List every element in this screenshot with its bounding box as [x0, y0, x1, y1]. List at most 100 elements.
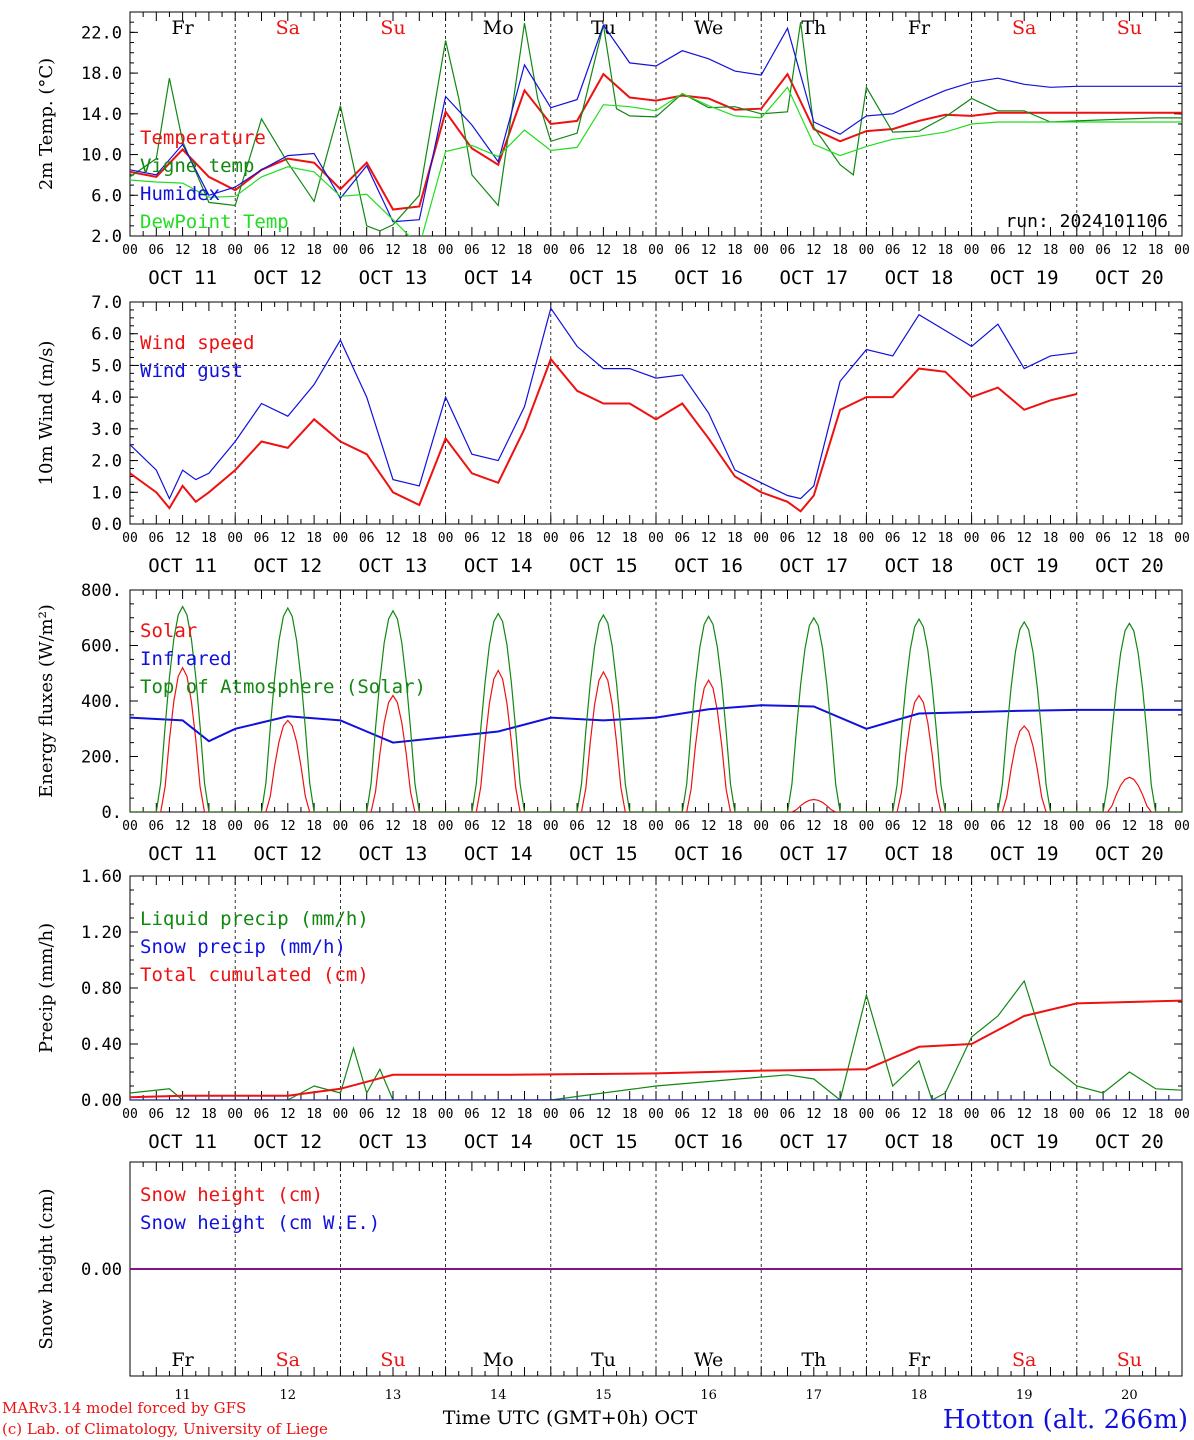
y-tick-label: 14.0 [81, 105, 122, 125]
hour-label: 06 [674, 819, 690, 834]
hour-label: 18 [832, 819, 848, 834]
hour-label: 12 [806, 531, 822, 546]
hour-label: 06 [359, 531, 375, 546]
hour-label: 18 [201, 243, 217, 258]
hour-label: 18 [1043, 1107, 1059, 1122]
y-tick-label: 0.40 [81, 1035, 122, 1055]
hour-label: 06 [674, 531, 690, 546]
hour-label: 00 [753, 243, 769, 258]
hour-label: 18 [937, 819, 953, 834]
hour-label: 12 [385, 531, 401, 546]
hour-label: 18 [832, 531, 848, 546]
hour-label: 06 [885, 1107, 901, 1122]
hour-label: 06 [780, 1107, 796, 1122]
hour-label: 00 [333, 531, 349, 546]
time-axis-month: OCT [654, 1407, 697, 1429]
y-tick-label: 0.00 [81, 1091, 122, 1111]
hour-label: 06 [254, 819, 270, 834]
panel-frame [129, 11, 1183, 237]
location-label: Hotton (alt. 266m) [943, 1405, 1188, 1435]
hour-label: 06 [464, 1107, 480, 1122]
hour-label: 06 [254, 243, 270, 258]
day-number-label: 12 [280, 1388, 297, 1403]
hour-label: 06 [990, 531, 1006, 546]
day-number-label: 15 [595, 1388, 612, 1403]
weekday-label: Su [380, 17, 405, 39]
hour-label: 18 [727, 531, 743, 546]
legend-entry: DewPoint Temp [140, 211, 289, 233]
hour-label: 12 [596, 1107, 612, 1122]
y-tick-label: 5.0 [91, 356, 122, 376]
hour-label: 06 [464, 819, 480, 834]
time-axis-xlabel: Time UTC (GMT+0h) [443, 1407, 649, 1429]
y-tick-label: 2.0 [91, 227, 122, 247]
y-axis-label: Snow height (cm) [36, 1188, 57, 1349]
day-number-label: 16 [700, 1388, 717, 1403]
hour-label: 00 [227, 1107, 243, 1122]
weekday-label: Sa [276, 1349, 300, 1371]
hour-label: 18 [306, 243, 322, 258]
hour-label: 18 [201, 819, 217, 834]
date-label: OCT 19 [990, 843, 1059, 865]
hour-label: 12 [911, 819, 927, 834]
hour-label: 00 [122, 243, 138, 258]
weekday-label: Th [801, 1349, 826, 1371]
hour-label: 06 [885, 243, 901, 258]
date-label: OCT 13 [359, 843, 428, 865]
weekday-label: Sa [1012, 17, 1036, 39]
hour-label: 00 [438, 1107, 454, 1122]
y-axis-label: 2m Temp. (°C) [36, 58, 57, 190]
panel-snow: 0.00 Snow height (cm) Fr Sa Su Mo Tu We Th Fr Sa Su… [36, 1161, 1183, 1403]
credit-line-1: MARv3.14 model forced by GFS [2, 1399, 246, 1417]
hour-label: 06 [780, 819, 796, 834]
y-tick-label: 18.0 [81, 64, 122, 84]
series-line [130, 23, 1182, 223]
hour-label: 18 [937, 243, 953, 258]
hour-label: 06 [359, 819, 375, 834]
date-label: OCT 15 [569, 267, 638, 289]
legend-entry: Liquid precip (mm/h) [140, 908, 369, 930]
hour-label: 18 [306, 1107, 322, 1122]
hour-label: 12 [175, 819, 191, 834]
series-line [130, 999, 1182, 1099]
hour-label: 06 [148, 1107, 164, 1122]
panel-wind: 0.0 1.0 2.0 3.0 4.0 5.0 6.0 7.0 10m Wind (m/s) 00… [36, 293, 1190, 577]
y-tick-label: 200. [81, 748, 122, 768]
date-label: OCT 18 [885, 843, 954, 865]
weekday-label: Sa [276, 17, 300, 39]
hour-label: 12 [1016, 1107, 1032, 1122]
weekday-label: Fr [908, 1349, 931, 1371]
weekday-label: Th [801, 17, 826, 39]
date-label: OCT 12 [253, 1131, 322, 1153]
hour-label: 18 [411, 1107, 427, 1122]
y-tick-label: 6.0 [91, 325, 122, 345]
day-number-label: 13 [385, 1388, 402, 1403]
hour-label: 12 [385, 1107, 401, 1122]
hour-label: 12 [1016, 819, 1032, 834]
series-line [130, 704, 1182, 744]
day-number-label: 11 [174, 1388, 191, 1403]
hour-label: 18 [622, 1107, 638, 1122]
hour-label: 06 [569, 243, 585, 258]
y-tick-label: 1.0 [91, 483, 122, 503]
series-line [130, 22, 1182, 232]
series-line [130, 666, 1182, 812]
date-label: OCT 14 [464, 1131, 533, 1153]
weekday-label: Fr [908, 17, 931, 39]
y-tick-label: 1.20 [81, 923, 122, 943]
hour-label: 00 [227, 243, 243, 258]
hour-label: 06 [569, 531, 585, 546]
hour-label: 00 [1174, 531, 1190, 546]
legend-entry: Snow height (cm) [140, 1184, 323, 1206]
hour-label: 00 [543, 819, 559, 834]
hour-label: 12 [385, 243, 401, 258]
day-number-label: 20 [1121, 1388, 1138, 1403]
hour-label: 12 [280, 819, 296, 834]
hour-label: 06 [254, 531, 270, 546]
hour-label: 06 [148, 531, 164, 546]
weekday-label: Fr [171, 17, 194, 39]
hour-label: 00 [859, 819, 875, 834]
hour-label: 00 [543, 531, 559, 546]
hour-label: 18 [622, 819, 638, 834]
